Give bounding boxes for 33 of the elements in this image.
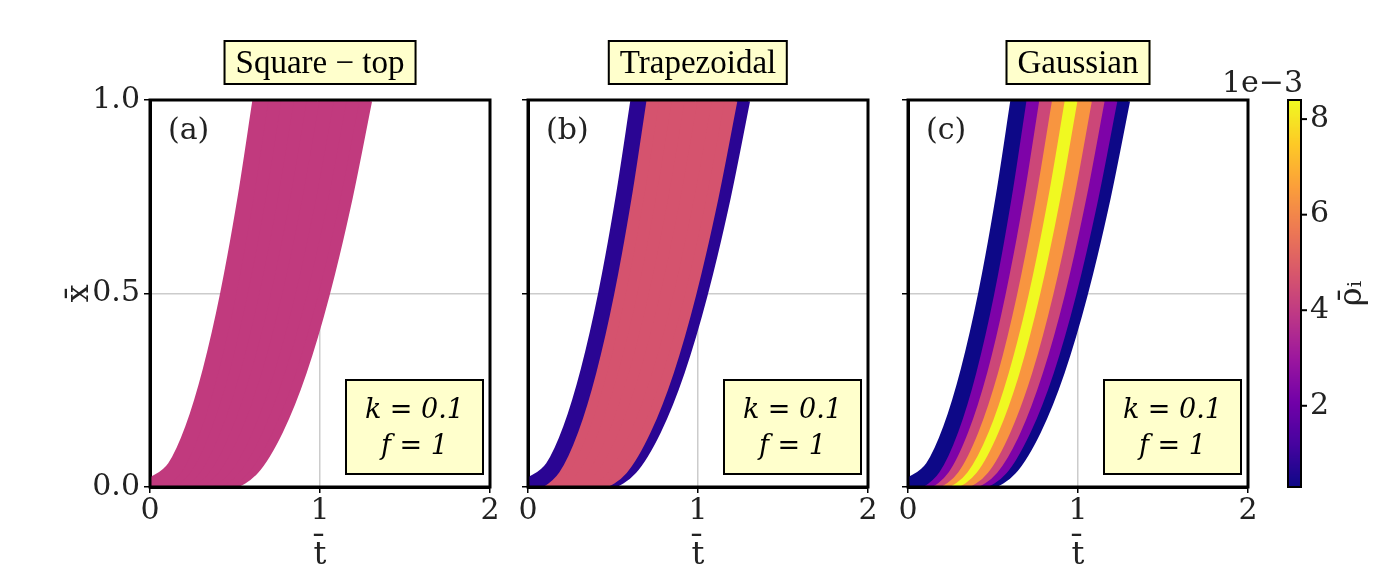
x-tick-label: 1 xyxy=(1068,490,1088,526)
x-axis-title: t̄ xyxy=(313,533,327,573)
color-bar-label: 8 xyxy=(1310,98,1330,134)
x-tick-label: 2 xyxy=(480,490,500,526)
chart-title: Gaussian xyxy=(1005,40,1151,85)
annotation: k = 0.1 xyxy=(364,393,464,424)
color-bar-label: 6 xyxy=(1310,194,1330,230)
x-tick-label: 0 xyxy=(898,490,918,526)
x-tick-label: 1 xyxy=(688,490,708,526)
annotation: f = 1 xyxy=(758,429,826,460)
color-bar-label: 4 xyxy=(1310,290,1330,326)
x-axis-title: t̄ xyxy=(691,533,705,573)
annotation: (c) xyxy=(926,110,967,146)
chart-title: Square − top xyxy=(223,40,417,85)
annotation: f = 1 xyxy=(1138,429,1206,460)
x-tick-label: 0 xyxy=(140,490,160,526)
chart-title: Trapezoidal xyxy=(607,40,789,85)
annotation: (a) xyxy=(168,110,210,146)
text: 1e−3 xyxy=(1221,63,1303,99)
y-tick-label: 0.0 xyxy=(92,466,140,502)
annotation: k = 0.1 xyxy=(742,393,842,424)
color-bar-label: 2 xyxy=(1310,385,1330,421)
x-tick-label: 1 xyxy=(310,490,330,526)
x-tick-label: 2 xyxy=(858,490,878,526)
annotation: f = 1 xyxy=(380,429,448,460)
x-tick-label: 2 xyxy=(1238,490,1258,526)
annotation: (b) xyxy=(546,110,589,146)
color-bar-title: ρ̄ᵢ xyxy=(1331,280,1370,307)
y-tick-label: 0.5 xyxy=(92,273,140,309)
annotation: k = 0.1 xyxy=(1122,393,1222,424)
y-tick-label: 1.0 xyxy=(92,79,140,115)
x-axis-title: t̄ xyxy=(1071,533,1085,573)
x-tick-label: 0 xyxy=(518,490,538,526)
